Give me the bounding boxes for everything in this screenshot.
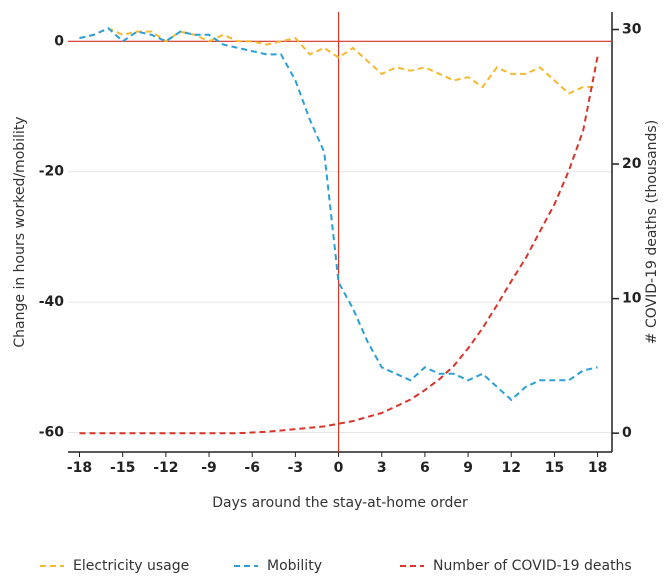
x-tick-label: -6 [244,460,260,476]
x-tick-label: 15 [545,460,564,476]
x-tick-label: -12 [153,460,178,476]
y-tick-label: -20 [39,164,65,180]
y2-tick-label: 30 [622,21,642,37]
y-tick-label: 0 [54,33,64,49]
y-tick-label: -60 [39,424,65,440]
x-tick-label: 6 [420,460,430,476]
legend-label: Electricity usage [73,558,189,574]
y2-tick-label: 0 [622,425,632,441]
x-tick-label: 12 [502,460,521,476]
y-axis-label: Change in hours worked/mobility [12,116,28,347]
x-tick-label: 3 [377,460,387,476]
x-tick-label: -15 [110,460,135,476]
series-line [79,27,598,402]
x-tick-label: -9 [201,460,217,476]
y-tick-label: -40 [39,294,65,310]
x-tick-label: 0 [334,460,344,476]
legend-label: Mobility [267,558,322,574]
x-tick-label: -18 [67,460,92,476]
x-tick-label: 18 [588,460,607,476]
y2-axis-label: # COVID-19 deaths (thousands) [644,120,660,344]
series-line [79,56,599,435]
y2-tick-label: 20 [622,156,642,172]
legend-label: Number of COVID-19 deaths [433,558,632,574]
x-axis-label: Days around the stay-at-home order [212,495,468,511]
x-tick-label: -3 [288,460,304,476]
x-tick-label: 9 [463,460,473,476]
series-line [79,27,598,95]
y2-tick-label: 10 [622,291,642,307]
